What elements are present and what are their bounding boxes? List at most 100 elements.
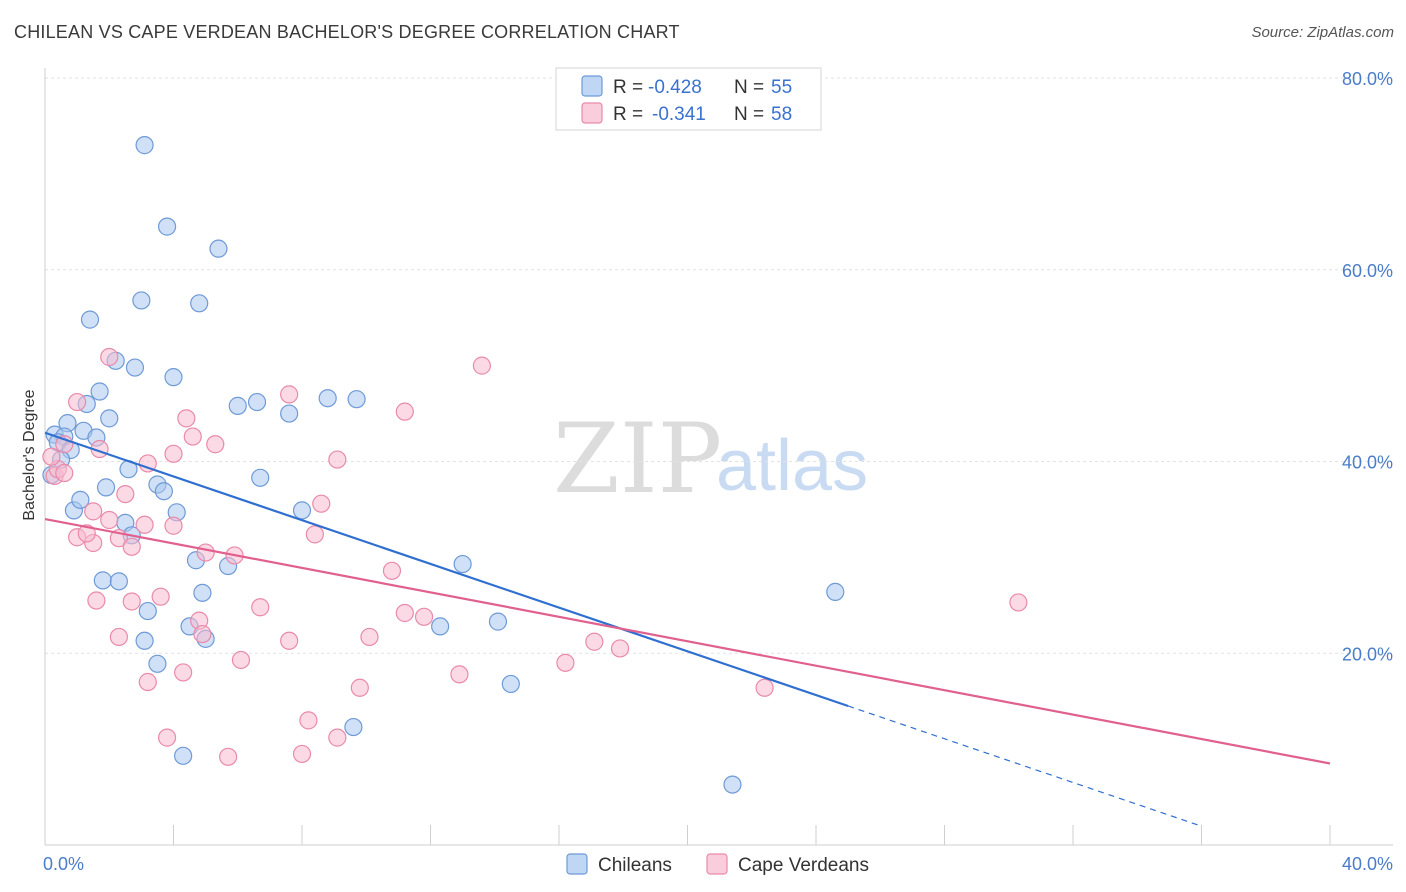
chileans-point-41	[193, 583, 212, 602]
cape-verdeans-point-45	[231, 650, 251, 670]
series-legend: Chileans Cape Verdeans	[566, 853, 869, 876]
chileans-point-47	[135, 631, 154, 650]
chileans-point-5	[80, 310, 100, 329]
cape-verdeans-point-22	[305, 525, 324, 544]
cape-verdeans-point-1	[100, 347, 119, 367]
cape-verdeans-point-55	[219, 747, 238, 766]
chileans-point-26	[251, 468, 270, 487]
stats-legend-n-label-chileans: N =	[734, 77, 764, 98]
chileans-point-9	[90, 382, 109, 401]
chileans-point-54	[71, 490, 90, 509]
cape-verdeans-points	[42, 347, 1028, 766]
chileans-point-13	[318, 389, 337, 408]
cape-verdeans-point-18	[84, 502, 103, 521]
stats-legend-swatch-cape-verdeans	[581, 102, 603, 124]
legend-label-cape-verdeans: Cape Verdeans	[738, 855, 869, 876]
chileans-point-15	[280, 404, 299, 423]
chileans-point-12	[247, 392, 267, 412]
chileans-point-53	[723, 775, 742, 794]
chart-title: CHILEAN VS CAPE VERDEAN BACHELOR'S DEGRE…	[14, 22, 680, 42]
stats-legend-r-label-chileans: R =	[613, 77, 643, 98]
watermark-zip: ZIP	[553, 403, 722, 515]
chileans-point-39	[93, 571, 112, 590]
chileans-point-16	[100, 409, 119, 428]
cape-verdeans-point-13	[328, 450, 347, 469]
cape-verdeans-point-43	[585, 632, 604, 651]
stats-legend-n-value-cape-verdeans: 58	[771, 104, 792, 125]
x-tick-label-1: 40.0%	[1342, 854, 1393, 874]
stats-legend-r-value-chileans: -0.428	[648, 77, 702, 98]
cape-verdeans-point-46	[556, 653, 575, 672]
cape-verdeans-point-8	[206, 435, 225, 454]
cape-verdeans-point-40	[109, 627, 128, 647]
watermark-atlas: atlas	[716, 426, 868, 506]
cape-verdeans-point-50	[350, 678, 369, 697]
cape-verdeans-point-34	[251, 598, 270, 617]
cape-verdeans-point-4	[68, 392, 87, 412]
chileans-point-29	[154, 482, 173, 501]
cape-verdeans-point-52	[299, 711, 318, 730]
cape-verdeans-point-16	[116, 484, 135, 504]
chileans-point-46	[488, 612, 508, 631]
cape-verdeans-point-27	[196, 543, 215, 562]
cape-verdeans-point-47	[174, 663, 193, 682]
watermark: ZIP atlas	[553, 403, 868, 515]
cape-verdeans-point-12	[138, 454, 157, 473]
cape-verdeans-point-11	[164, 444, 183, 463]
chileans-point-14	[347, 390, 366, 409]
cape-verdeans-point-36	[414, 607, 434, 626]
cape-verdeans-point-3	[280, 385, 299, 404]
chileans-point-2	[209, 239, 228, 258]
chileans-point-40	[109, 572, 128, 591]
legend-swatch-chileans	[566, 853, 588, 875]
chileans-trend-line	[44, 431, 849, 708]
cape-verdeans-point-56	[292, 744, 312, 764]
y-tick-label-3: 80.0%	[1342, 69, 1393, 89]
cape-verdeans-point-38	[1009, 593, 1028, 612]
cape-verdeans-point-41	[280, 631, 299, 650]
cape-verdeans-point-20	[135, 515, 154, 534]
y-tick-label-2: 60.0%	[1342, 261, 1393, 281]
chileans-point-33	[292, 501, 312, 520]
chileans-point-0	[135, 136, 154, 155]
cape-verdeans-point-7	[183, 427, 202, 446]
stats-legend-n-value-chileans: 55	[771, 77, 792, 98]
cape-verdeans-point-53	[157, 728, 177, 747]
cape-verdeans-point-44	[610, 639, 630, 658]
cape-verdeans-point-29	[77, 524, 96, 543]
y-axis-label: Bachelor's Degree	[21, 389, 38, 520]
cape-verdeans-point-5	[395, 402, 414, 421]
cape-verdeans-point-32	[122, 592, 141, 611]
cape-verdeans-point-54	[328, 728, 347, 747]
cape-verdeans-point-15	[55, 463, 74, 483]
cape-verdeans-point-33	[151, 587, 170, 606]
grid	[45, 77, 1393, 654]
chileans-trend-extension	[847, 705, 1202, 827]
cape-verdeans-point-17	[312, 494, 331, 513]
chileans-point-11	[228, 396, 247, 415]
x-tick-label-0: 0.0%	[43, 854, 84, 874]
cape-verdeans-point-39	[193, 624, 212, 644]
chileans-point-42	[826, 582, 845, 601]
legend-swatch-cape-verdeans	[706, 853, 728, 875]
chileans-point-38	[453, 554, 472, 574]
cape-verdeans-point-19	[100, 510, 119, 530]
chileans-point-7	[125, 358, 145, 377]
y-tick-label-0: 20.0%	[1342, 644, 1393, 664]
chileans-point-28	[96, 478, 116, 497]
chileans-point-8	[164, 368, 183, 387]
cape-verdeans-point-21	[164, 516, 183, 535]
chileans-point-4	[190, 294, 209, 313]
stats-legend-r-value-cape-verdeans: -0.341	[652, 104, 706, 125]
cape-verdeans-point-57	[42, 447, 61, 466]
y-tick-label-1: 40.0%	[1342, 453, 1393, 473]
tick-labels: 20.0% 40.0% 60.0% 80.0% 0.0% 40.0%	[43, 69, 1393, 874]
cape-verdeans-point-51	[755, 678, 774, 697]
stats-legend-r-label-cape-verdeans: R =	[613, 104, 643, 125]
stats-legend-n-label-cape-verdeans: N =	[734, 104, 764, 125]
chileans-point-1	[157, 217, 177, 236]
chileans-point-45	[431, 617, 450, 636]
chileans-point-50	[501, 674, 520, 694]
